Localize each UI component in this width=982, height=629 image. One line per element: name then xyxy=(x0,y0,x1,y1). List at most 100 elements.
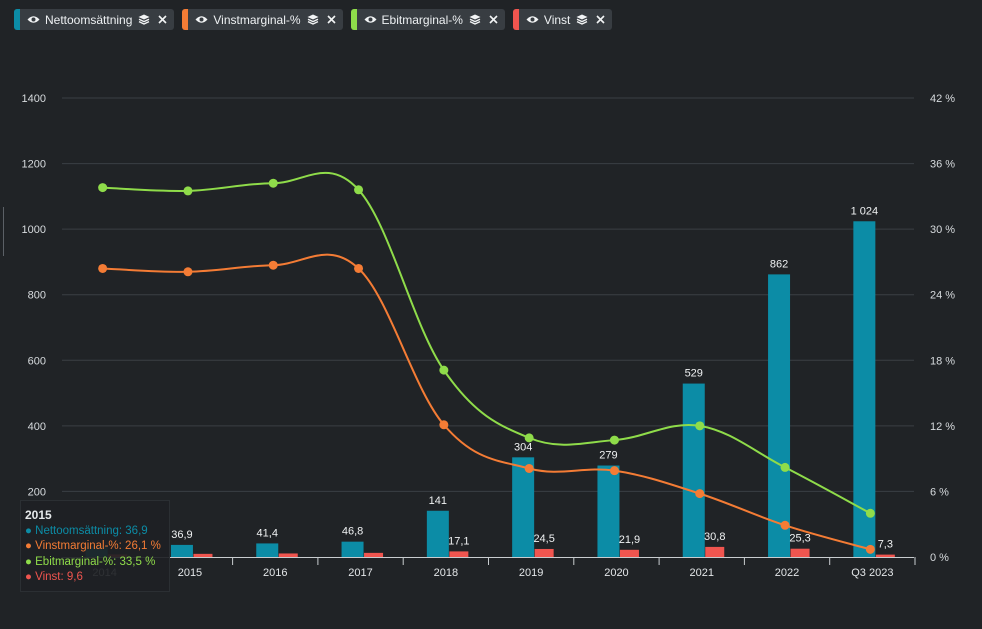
line-point xyxy=(354,263,364,273)
bar-data-label: 46,8 xyxy=(342,526,363,538)
bar-vinst xyxy=(875,554,895,557)
bar-data-label: 141 xyxy=(429,495,447,507)
right-axis-tick-label: 6 % xyxy=(930,486,949,498)
line-point xyxy=(865,508,875,518)
bar-data-label: 21,9 xyxy=(619,534,640,546)
line-point xyxy=(695,421,705,431)
left-axis-tick-label: 400 xyxy=(28,421,46,433)
bar-data-label: 529 xyxy=(685,368,703,380)
legend-swatch xyxy=(350,9,357,30)
right-axis-tick-label: 0 % xyxy=(930,552,949,564)
legend-swatch xyxy=(512,9,519,30)
bar-data-label: 24,5 xyxy=(533,533,554,545)
layers-icon[interactable] xyxy=(307,14,319,26)
bar-data-label: 25,3 xyxy=(789,533,810,545)
legend-chip-vinst[interactable]: Vinst xyxy=(512,9,613,30)
right-axis-tick-label: 30 % xyxy=(930,224,955,236)
legend-bar: Nettoomsättning Vinstmarginal-% Ebitmarg… xyxy=(14,9,613,30)
close-icon[interactable] xyxy=(326,15,336,24)
close-icon[interactable] xyxy=(489,15,498,24)
line-point xyxy=(268,178,278,188)
line-point xyxy=(609,466,619,476)
legend-label: Ebitmarginal-% xyxy=(381,12,463,27)
line-point xyxy=(524,463,534,473)
legend-label: Vinst xyxy=(543,12,571,27)
tooltip-row-vinstmarginal: ● Vinstmarginal-%: 26,1 % xyxy=(25,540,161,553)
left-axis-tick-label: 1400 xyxy=(22,93,46,105)
legend-label: Nettoomsättning xyxy=(45,12,133,27)
bar-data-label: 279 xyxy=(599,450,617,462)
bar-nettoomsättning xyxy=(597,465,620,557)
eye-icon[interactable] xyxy=(526,15,539,24)
x-axis-tick-label: 2018 xyxy=(434,567,458,579)
left-axis-tick-label: 800 xyxy=(28,290,46,302)
legend-chip-vinstmarginal[interactable]: Vinstmarginal-% xyxy=(182,9,343,30)
eye-icon[interactable] xyxy=(195,15,208,24)
bar-nettoomsättning xyxy=(768,274,791,557)
line-point xyxy=(183,186,193,196)
tooltip: 2015 ● Nettoomsättning: 36,9 ● Vinstmarg… xyxy=(20,500,170,592)
line-point xyxy=(98,183,108,193)
x-axis-tick-label: 2017 xyxy=(348,567,372,579)
line-point xyxy=(354,185,364,195)
tooltip-row-nettoomsattning: ● Nettoomsättning: 36,9 xyxy=(25,525,148,538)
line-point xyxy=(268,260,278,270)
line-point xyxy=(780,462,790,472)
bar-vinst xyxy=(619,549,639,557)
bar-nettoomsättning xyxy=(256,543,279,557)
line-point xyxy=(609,435,619,445)
bar-nettoomsättning xyxy=(341,541,364,557)
legend-swatch xyxy=(14,9,20,30)
bar-data-label: 862 xyxy=(770,258,788,270)
bar-data-label: 7,3 xyxy=(878,539,893,551)
close-icon[interactable] xyxy=(596,15,605,24)
close-icon[interactable] xyxy=(158,15,167,24)
x-axis-tick-label: 2016 xyxy=(263,567,287,579)
bar-vinst xyxy=(449,551,469,557)
bar-vinst xyxy=(193,553,213,557)
bar-vinst xyxy=(534,548,554,557)
legend-chip-nettoomsattning[interactable]: Nettoomsättning xyxy=(14,9,175,30)
x-axis-tick-label: Q3 2023 xyxy=(851,567,893,579)
bar-vinst xyxy=(705,546,725,557)
line-point xyxy=(439,420,449,430)
layers-icon[interactable] xyxy=(138,14,150,26)
x-axis-tick-label: 2015 xyxy=(178,567,202,579)
line-point xyxy=(98,263,108,273)
legend-swatch xyxy=(182,9,189,30)
layers-icon[interactable] xyxy=(576,14,588,26)
bar-nettoomsättning xyxy=(426,510,449,557)
right-axis-tick-label: 42 % xyxy=(930,93,955,105)
bar-nettoomsättning xyxy=(853,221,876,557)
bar-nettoomsättning xyxy=(512,457,535,557)
bar-nettoomsättning xyxy=(682,383,705,557)
right-axis-tick-label: 12 % xyxy=(930,421,955,433)
right-axis-tick-label: 36 % xyxy=(930,159,955,171)
bar-data-label: 41,4 xyxy=(257,527,278,539)
line-point xyxy=(439,365,449,375)
line-point xyxy=(865,544,875,554)
x-axis-tick-label: 2020 xyxy=(604,567,628,579)
line-vinstmarginal-% xyxy=(102,253,871,551)
legend-chip-ebitmarginal[interactable]: Ebitmarginal-% xyxy=(350,9,505,30)
bar-vinst xyxy=(278,553,298,557)
bar-vinst xyxy=(364,552,384,557)
tooltip-title: 2015 xyxy=(25,508,52,522)
tooltip-row-vinst: ● Vinst: 9,6 xyxy=(25,570,83,583)
tooltip-row-ebitmarginal: ● Ebitmarginal-%: 33,5 % xyxy=(25,555,156,568)
bar-data-label: 30,8 xyxy=(704,531,725,543)
eye-icon[interactable] xyxy=(364,15,377,24)
bar-data-label: 17,1 xyxy=(448,535,469,547)
left-axis-tick-label: 600 xyxy=(28,355,46,367)
eye-icon[interactable] xyxy=(27,15,40,24)
side-handle[interactable] xyxy=(0,207,4,256)
right-axis-tick-label: 24 % xyxy=(930,290,955,302)
right-axis-tick-label: 18 % xyxy=(930,355,955,367)
bar-vinst xyxy=(790,548,810,557)
line-point xyxy=(183,267,193,277)
layers-icon[interactable] xyxy=(469,14,481,26)
bar-data-label: 304 xyxy=(514,441,532,453)
bar-data-label: 36,9 xyxy=(171,529,192,541)
left-axis-tick-label: 200 xyxy=(28,486,46,498)
